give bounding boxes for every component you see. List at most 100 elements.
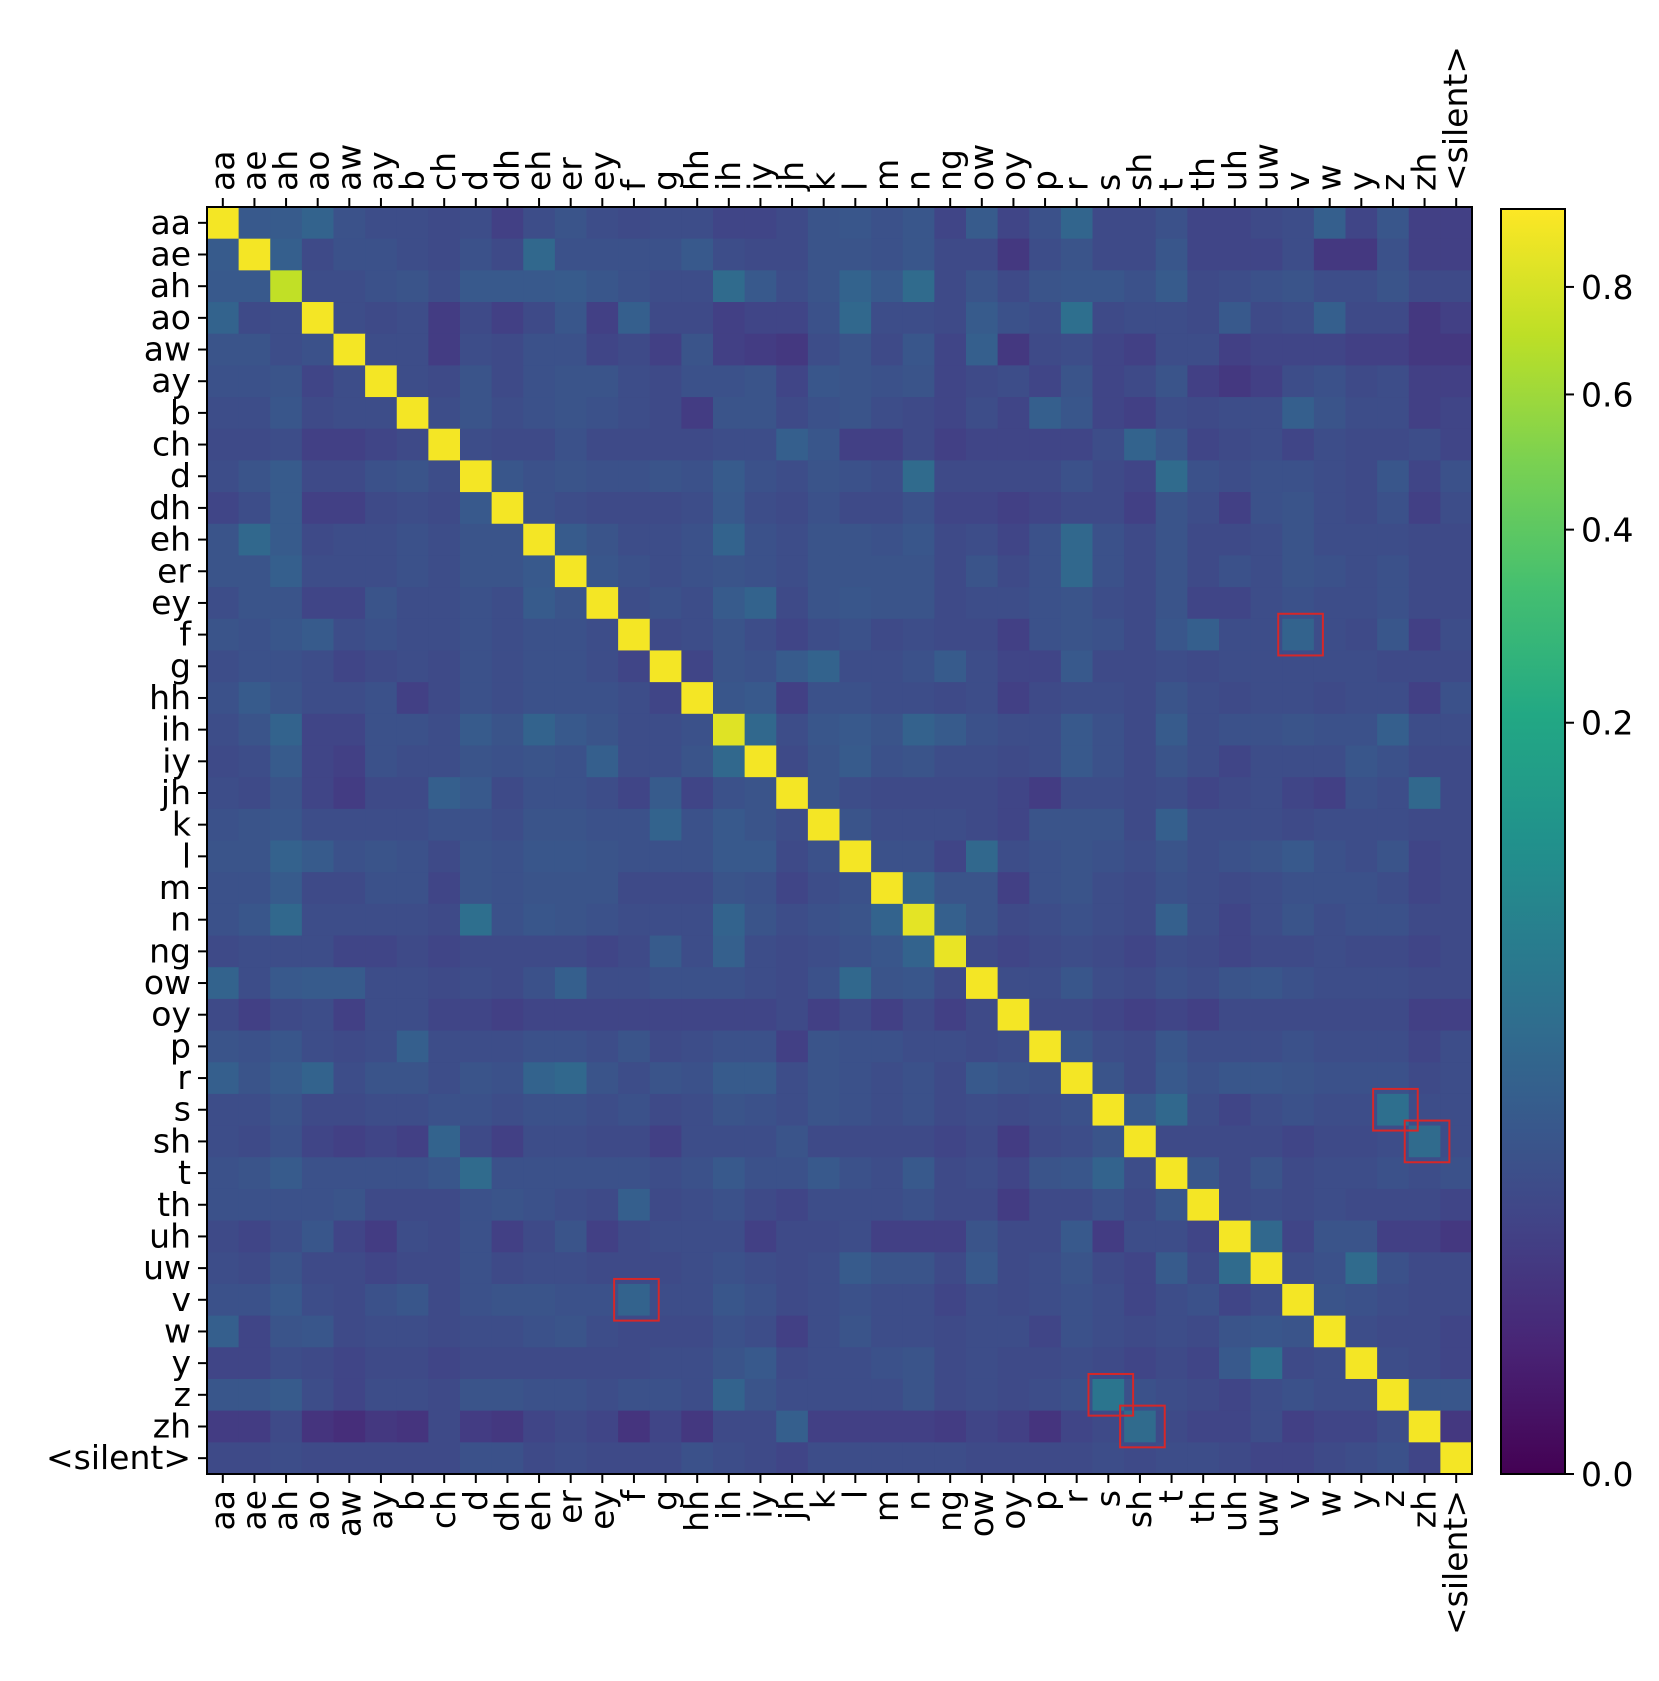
heatmap-cell <box>207 1410 240 1443</box>
heatmap-cell <box>744 1220 777 1253</box>
heatmap-cell <box>396 1442 429 1475</box>
heatmap-cell <box>807 840 840 873</box>
heatmap-cell <box>649 903 682 937</box>
heatmap-cell <box>871 302 904 335</box>
heatmap-cell <box>776 1442 809 1475</box>
heatmap-cell <box>1440 492 1473 525</box>
heatmap-cell <box>428 935 461 968</box>
heatmap-cell <box>207 238 240 271</box>
heatmap-cell <box>554 1093 587 1127</box>
heatmap-cell <box>1250 428 1283 461</box>
heatmap-cell <box>1092 650 1125 683</box>
heatmap-cell <box>1219 1442 1252 1475</box>
heatmap-cell <box>744 650 777 683</box>
heatmap-cell <box>966 587 999 620</box>
heatmap-cell <box>1060 365 1093 398</box>
heatmap-cell <box>270 998 303 1032</box>
heatmap-cell <box>460 428 493 461</box>
heatmap-cell <box>428 587 461 620</box>
heatmap-cell <box>1187 1062 1220 1095</box>
heatmap-cell <box>1060 333 1093 366</box>
heatmap-cell <box>554 428 587 461</box>
heatmap-cell <box>1124 967 1157 1000</box>
heatmap-cell <box>713 555 746 588</box>
x-tick-label-bottom: uw <box>1246 1490 1285 1538</box>
colorbar-tick-label: 0.2 <box>1581 704 1633 743</box>
heatmap-cell <box>902 872 935 905</box>
heatmap-cell <box>1313 967 1346 1000</box>
heatmap-cell <box>1187 492 1220 525</box>
heatmap-cell <box>966 1157 999 1190</box>
heatmap-cell <box>871 492 904 525</box>
heatmap-cell <box>428 270 461 303</box>
heatmap-cell <box>1124 428 1157 461</box>
y-tick-label: uh <box>149 1216 191 1255</box>
heatmap-cell <box>207 207 240 240</box>
heatmap-cell <box>270 555 303 588</box>
heatmap-cell <box>1187 935 1220 968</box>
heatmap-cell <box>491 270 524 303</box>
heatmap-cell <box>744 587 777 620</box>
x-tick-label-bottom: aa <box>203 1490 242 1530</box>
heatmap-cell <box>618 1030 651 1063</box>
heatmap-cell <box>681 777 714 810</box>
heatmap-cell <box>333 492 366 525</box>
heatmap-cell <box>238 840 271 873</box>
heatmap-cell <box>238 1125 271 1158</box>
heatmap-cell <box>713 428 746 461</box>
y-tick-label: w <box>164 1311 191 1350</box>
heatmap-cell <box>1408 428 1441 461</box>
heatmap-cell <box>365 808 398 841</box>
heatmap-cell <box>523 777 556 810</box>
heatmap-cell <box>365 903 398 937</box>
heatmap-cell <box>934 1347 967 1380</box>
heatmap-cell <box>491 365 524 398</box>
heatmap-cell <box>1313 365 1346 398</box>
heatmap-cell <box>238 808 271 841</box>
heatmap-cell <box>681 207 714 240</box>
heatmap-cell <box>365 650 398 683</box>
heatmap-cell <box>1124 1093 1157 1127</box>
heatmap-cell <box>713 998 746 1032</box>
heatmap-cell <box>997 587 1030 620</box>
heatmap-cell <box>1250 998 1283 1032</box>
heatmap-cell <box>997 1347 1030 1380</box>
heatmap-cell <box>997 397 1030 430</box>
heatmap-cell <box>839 555 872 588</box>
heatmap-cell <box>333 967 366 1000</box>
heatmap-cell <box>1250 1157 1283 1190</box>
heatmap-cell <box>966 428 999 461</box>
heatmap-cell <box>207 1062 240 1095</box>
heatmap-cell <box>713 333 746 366</box>
heatmap-cell <box>1345 682 1378 715</box>
heatmap-cell <box>1187 1283 1220 1317</box>
heatmap-cell <box>428 808 461 841</box>
heatmap-cell <box>1155 777 1188 810</box>
heatmap-cell <box>1155 618 1188 651</box>
y-tick-label: b <box>170 393 191 432</box>
heatmap-cell <box>554 1252 587 1285</box>
heatmap-cell <box>776 587 809 620</box>
heatmap-cell <box>1377 460 1410 493</box>
heatmap-cell <box>1250 903 1283 937</box>
heatmap-cell <box>618 333 651 366</box>
heatmap-cell <box>1250 1283 1283 1317</box>
heatmap-cell <box>1029 302 1062 335</box>
heatmap-cell <box>902 397 935 430</box>
heatmap-cell <box>333 1315 366 1348</box>
heatmap-cell <box>1187 618 1220 651</box>
heatmap-cell <box>997 302 1030 335</box>
heatmap-cell <box>1408 872 1441 905</box>
heatmap-cell <box>1408 207 1441 240</box>
heatmap-cell <box>1345 555 1378 588</box>
heatmap-cell <box>365 302 398 335</box>
heatmap-cell <box>744 998 777 1032</box>
heatmap-cell <box>365 713 398 746</box>
heatmap-cell <box>1250 1188 1283 1222</box>
heatmap-cell <box>523 682 556 715</box>
heatmap-cell <box>997 1315 1030 1348</box>
heatmap-cell <box>1313 1125 1346 1158</box>
heatmap-cell <box>1377 1188 1410 1222</box>
heatmap-cell <box>1029 555 1062 588</box>
